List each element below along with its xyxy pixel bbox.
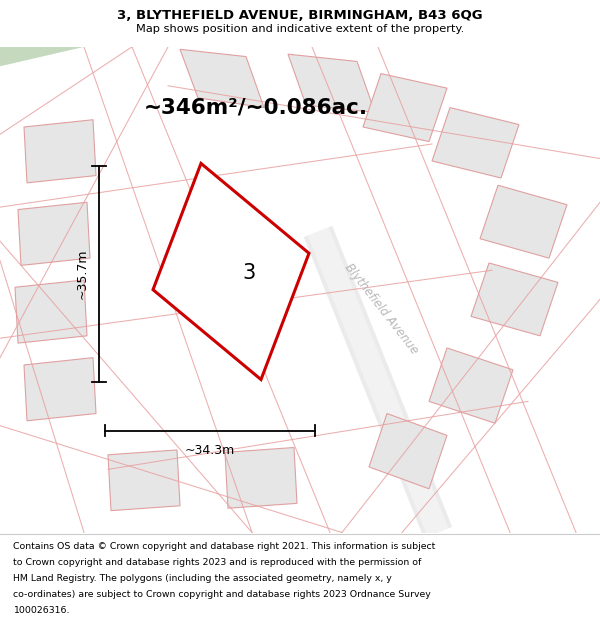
Text: Contains OS data © Crown copyright and database right 2021. This information is : Contains OS data © Crown copyright and d… [13, 542, 436, 551]
Polygon shape [471, 263, 558, 336]
Text: to Crown copyright and database rights 2023 and is reproduced with the permissio: to Crown copyright and database rights 2… [13, 558, 422, 567]
Text: ~35.7m: ~35.7m [75, 249, 88, 299]
Polygon shape [225, 448, 297, 508]
Polygon shape [432, 107, 519, 178]
Polygon shape [429, 348, 513, 423]
Polygon shape [108, 450, 180, 511]
Polygon shape [15, 280, 87, 343]
Polygon shape [369, 414, 447, 489]
Text: co-ordinates) are subject to Crown copyright and database rights 2023 Ordnance S: co-ordinates) are subject to Crown copyr… [13, 590, 431, 599]
Polygon shape [480, 185, 567, 258]
Text: 3: 3 [242, 262, 256, 282]
Text: 3, BLYTHEFIELD AVENUE, BIRMINGHAM, B43 6QG: 3, BLYTHEFIELD AVENUE, BIRMINGHAM, B43 6… [117, 9, 483, 22]
Polygon shape [288, 54, 375, 112]
Text: Blythefield Avenue: Blythefield Avenue [341, 261, 421, 357]
Polygon shape [0, 47, 84, 66]
Text: 100026316.: 100026316. [13, 606, 70, 615]
Polygon shape [153, 163, 309, 379]
Polygon shape [363, 74, 447, 142]
Text: ~34.3m: ~34.3m [185, 444, 235, 457]
Polygon shape [24, 357, 96, 421]
Polygon shape [18, 202, 90, 266]
Text: ~346m²/~0.086ac.: ~346m²/~0.086ac. [144, 98, 368, 118]
Polygon shape [24, 120, 96, 183]
Text: HM Land Registry. The polygons (including the associated geometry, namely x, y: HM Land Registry. The polygons (includin… [13, 574, 392, 582]
Polygon shape [180, 49, 264, 108]
Text: Map shows position and indicative extent of the property.: Map shows position and indicative extent… [136, 24, 464, 34]
